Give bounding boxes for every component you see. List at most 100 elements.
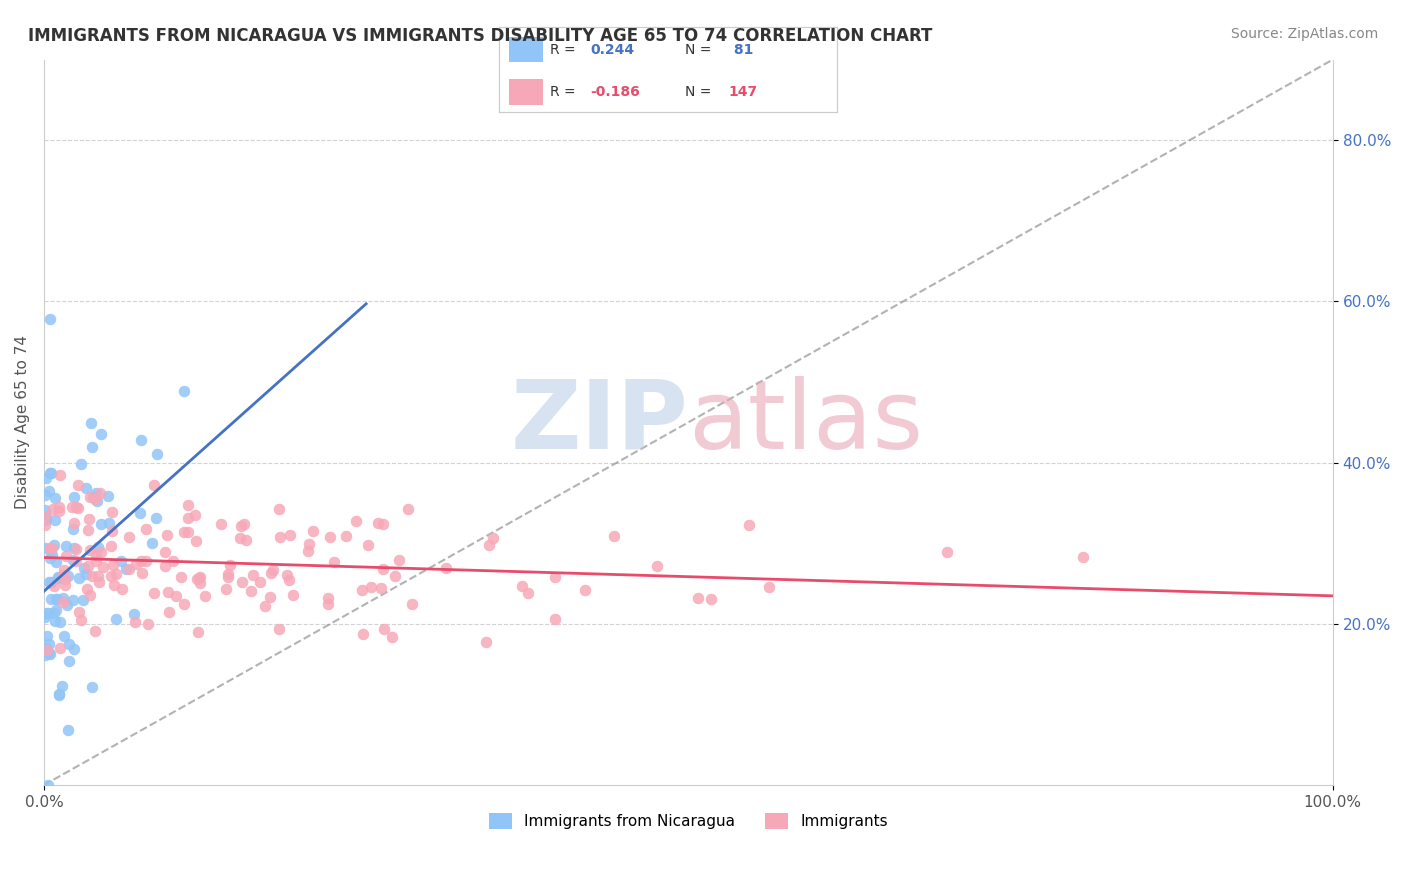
Point	[52, 567, 75, 582]
Point	[298, 537, 321, 551]
Point	[84, 486, 107, 500]
Point	[34, 648, 56, 662]
Point	[297, 544, 319, 558]
Point	[316, 591, 339, 605]
Point	[384, 568, 406, 582]
Point	[278, 528, 301, 542]
Point	[177, 525, 200, 540]
Point	[77, 558, 100, 573]
Point	[217, 567, 239, 582]
Point	[87, 569, 110, 583]
Point	[135, 554, 157, 568]
Point	[38, 646, 60, 660]
Point	[254, 599, 277, 613]
Point	[65, 553, 87, 567]
Point	[63, 516, 86, 530]
Point	[215, 582, 238, 596]
Point	[187, 624, 209, 639]
Point	[35, 642, 58, 657]
Point	[62, 593, 84, 607]
Point	[371, 562, 394, 576]
Text: 147: 147	[728, 85, 758, 99]
Point	[39, 466, 62, 480]
Point	[79, 490, 101, 504]
Point	[91, 560, 114, 574]
Point	[62, 522, 84, 536]
Point	[44, 491, 66, 505]
Point	[371, 516, 394, 531]
Point	[115, 562, 138, 576]
Point	[46, 570, 69, 584]
Point	[77, 511, 100, 525]
Point	[72, 593, 94, 607]
Point	[38, 637, 60, 651]
Point	[105, 566, 128, 581]
Point	[373, 622, 395, 636]
Point	[84, 554, 107, 568]
Point	[434, 561, 457, 575]
Y-axis label: Disability Age 65 to 74: Disability Age 65 to 74	[15, 335, 30, 509]
Point	[157, 605, 180, 619]
Point	[34, 609, 56, 624]
Point	[335, 529, 357, 543]
Point	[35, 629, 58, 643]
Point	[55, 572, 77, 586]
Point	[370, 581, 392, 595]
Point	[188, 575, 211, 590]
Point	[173, 524, 195, 539]
Point	[62, 642, 84, 657]
Point	[53, 578, 76, 592]
Point	[48, 688, 70, 702]
Point	[344, 514, 367, 528]
Point	[240, 584, 263, 599]
FancyBboxPatch shape	[509, 37, 543, 62]
Text: Source: ZipAtlas.com: Source: ZipAtlas.com	[1230, 27, 1378, 41]
Point	[84, 549, 107, 563]
Point	[39, 551, 62, 566]
Point	[42, 606, 65, 620]
Point	[381, 630, 404, 644]
Point	[249, 574, 271, 589]
Point	[319, 530, 342, 544]
Point	[233, 517, 256, 532]
Point	[231, 519, 253, 533]
Legend: Immigrants from Nicaragua, Immigrants: Immigrants from Nicaragua, Immigrants	[482, 807, 894, 836]
Point	[38, 483, 60, 498]
Point	[37, 606, 59, 620]
Point	[51, 679, 73, 693]
Point	[60, 500, 83, 515]
Point	[322, 555, 344, 569]
Point	[184, 533, 207, 548]
Point	[105, 612, 128, 626]
Point	[83, 491, 105, 506]
Point	[39, 648, 62, 662]
Point	[262, 563, 284, 577]
Point	[35, 513, 58, 527]
Point	[75, 566, 97, 581]
Point	[45, 555, 67, 569]
Point	[39, 574, 62, 589]
Point	[77, 523, 100, 537]
Point	[169, 569, 191, 583]
Point	[37, 778, 59, 792]
Point	[388, 553, 411, 567]
Point	[56, 569, 79, 583]
Point	[63, 490, 86, 504]
Point	[188, 571, 211, 585]
Point	[738, 518, 761, 533]
Point	[153, 559, 176, 574]
Point	[52, 563, 75, 577]
Point	[136, 616, 159, 631]
Point	[90, 545, 112, 559]
Point	[103, 578, 125, 592]
Point	[367, 516, 389, 530]
Point	[39, 541, 62, 556]
Point	[70, 457, 93, 471]
Point	[228, 531, 250, 545]
Point	[45, 592, 67, 607]
Point	[58, 637, 80, 651]
Text: IMMIGRANTS FROM NICARAGUA VS IMMIGRANTS DISABILITY AGE 65 TO 74 CORRELATION CHAR: IMMIGRANTS FROM NICARAGUA VS IMMIGRANTS …	[28, 27, 932, 45]
Point	[45, 603, 67, 617]
Point	[260, 566, 283, 580]
Point	[173, 597, 195, 611]
